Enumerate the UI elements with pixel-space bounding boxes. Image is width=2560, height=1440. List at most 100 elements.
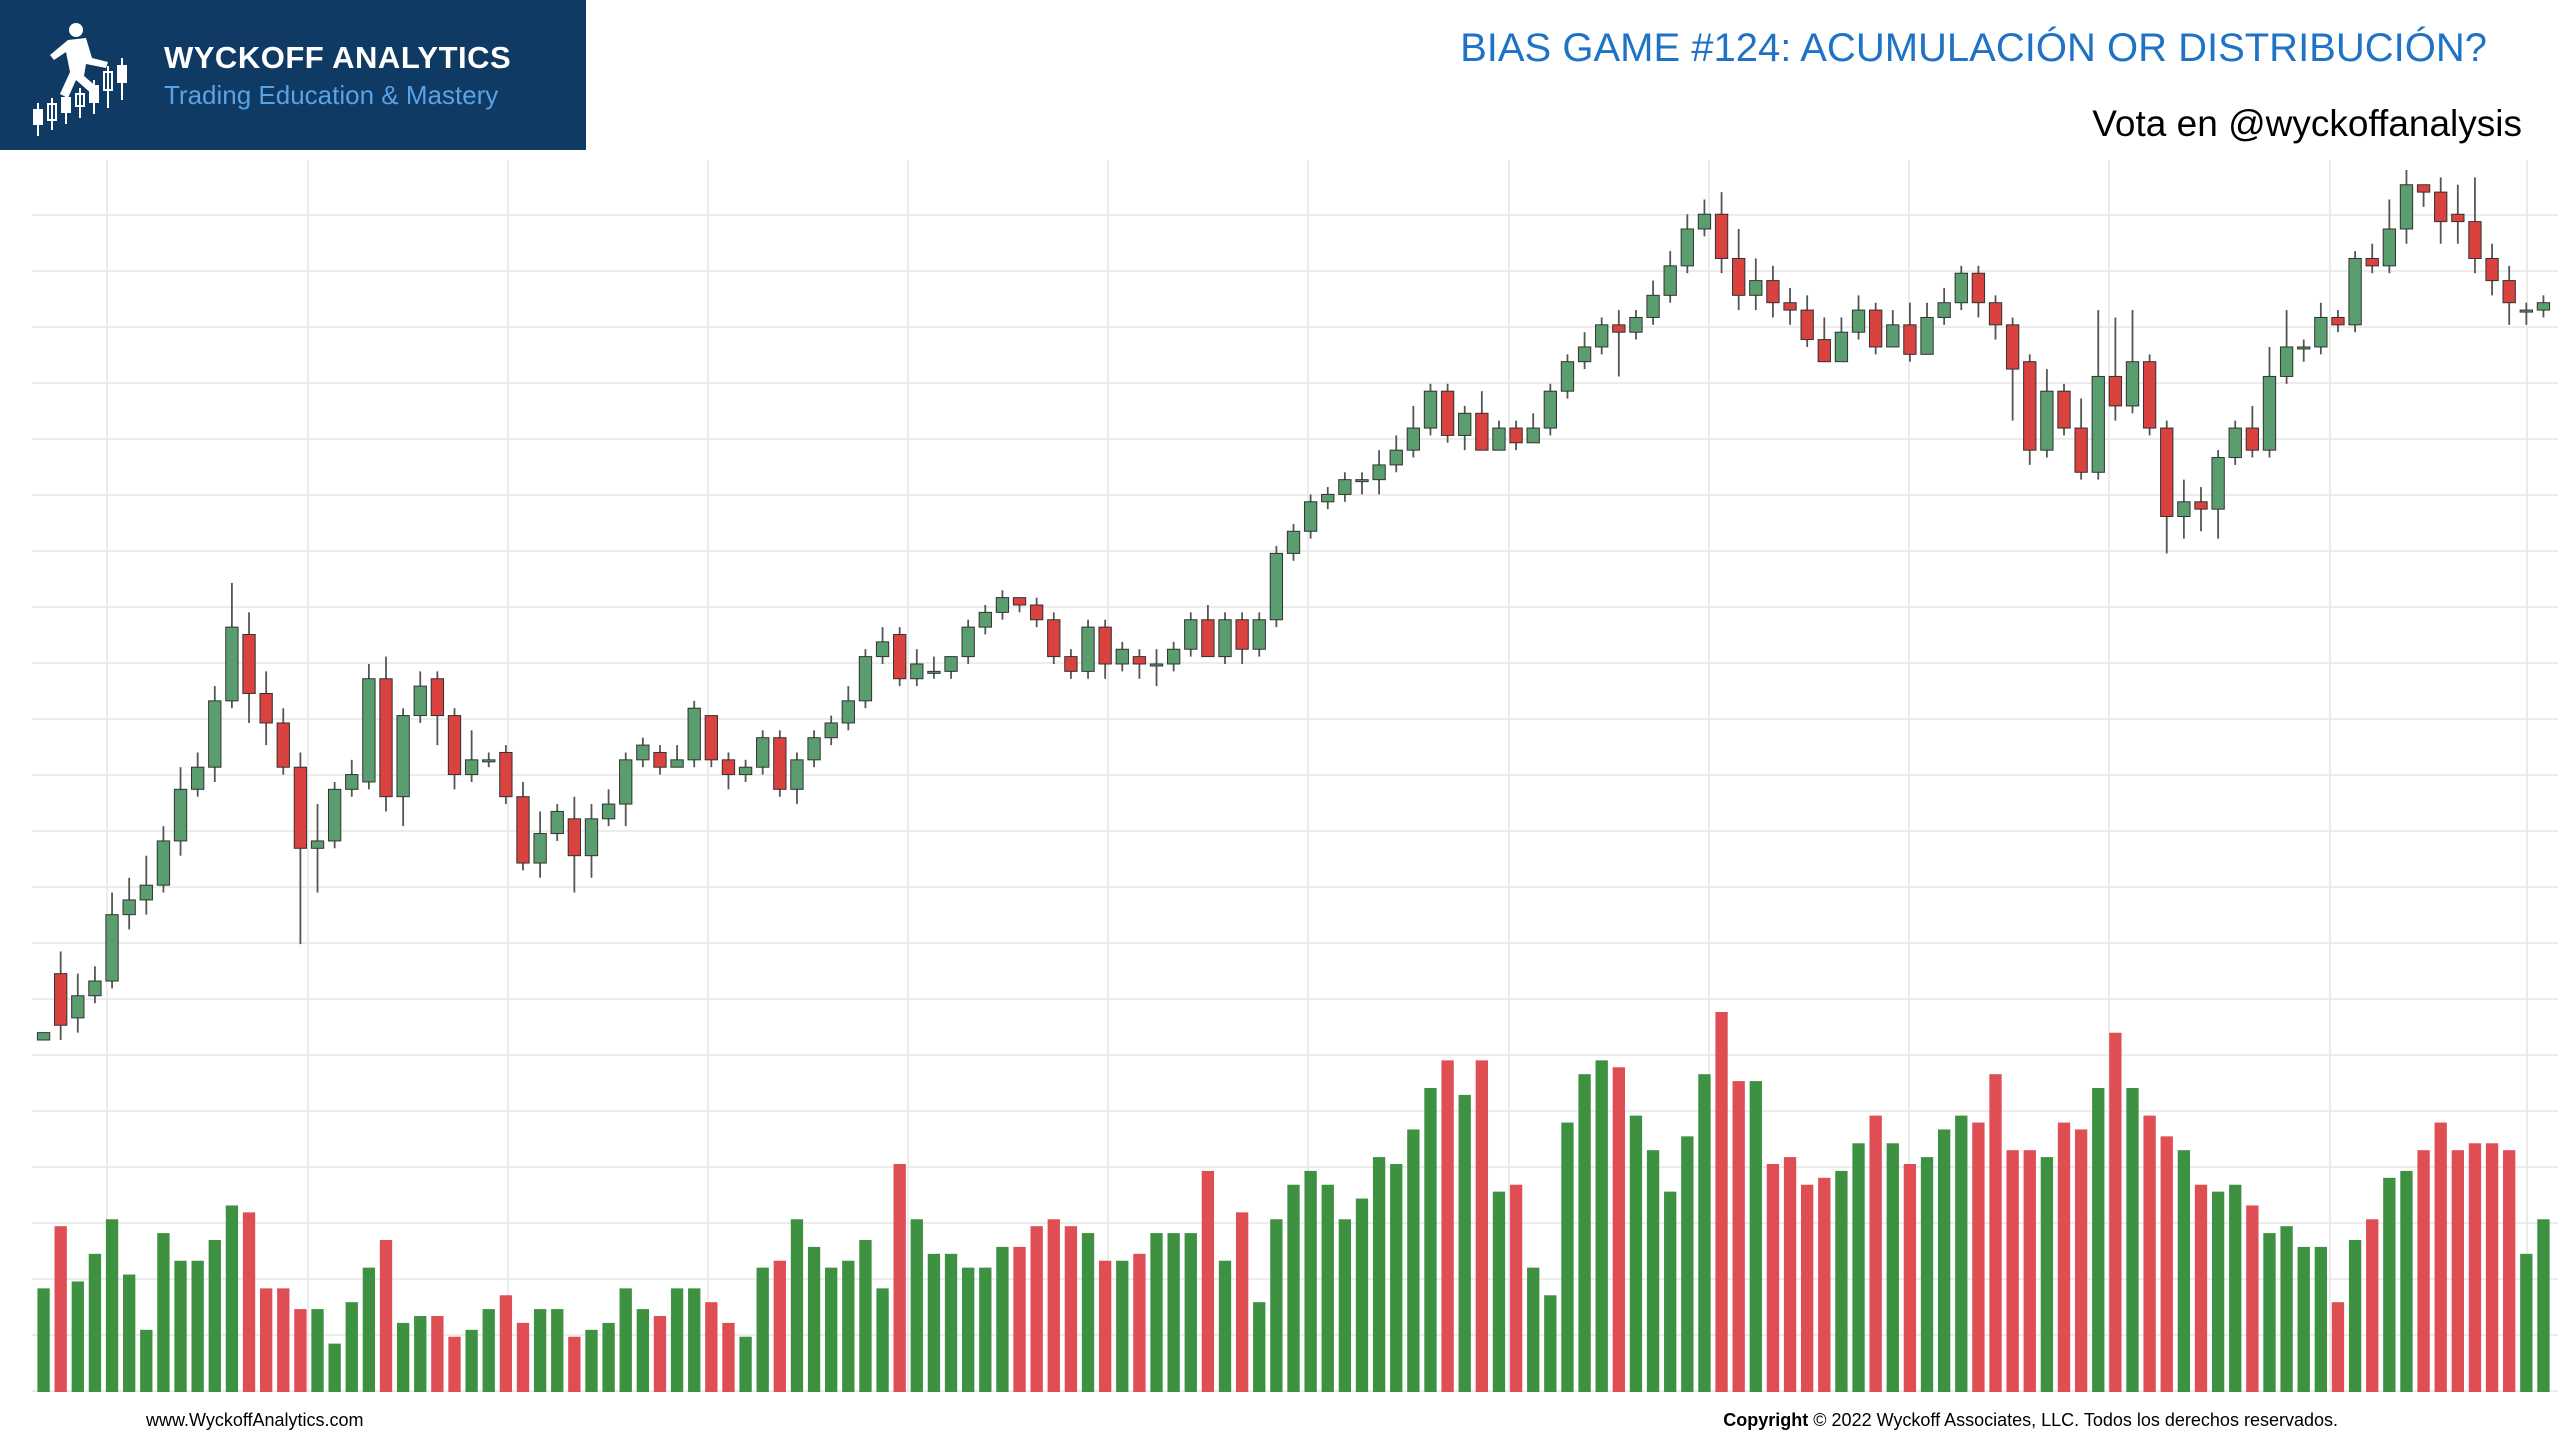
candle-body — [1954, 272, 1968, 304]
volume-bar — [2057, 1122, 2071, 1392]
volume-bar — [431, 1316, 444, 1392]
candle-body — [482, 759, 496, 763]
candle — [2074, 398, 2088, 480]
candle — [1851, 295, 1866, 340]
candle — [259, 671, 273, 746]
candle — [1783, 287, 1797, 325]
candle-body — [1714, 213, 1729, 259]
candle — [1560, 354, 1575, 399]
candle — [2177, 479, 2191, 539]
candle-body — [2160, 427, 2174, 518]
candle-body — [2451, 213, 2465, 223]
candle — [2245, 405, 2260, 458]
volume-bar — [893, 1164, 906, 1392]
volume-bar — [962, 1267, 975, 1392]
volume-bar — [1646, 1150, 1660, 1392]
candle-body — [1047, 619, 1061, 658]
volume-bar — [1937, 1129, 1951, 1392]
volume-bar — [790, 1219, 804, 1392]
volume-bar — [259, 1288, 273, 1392]
volume-bar — [1578, 1074, 1591, 1392]
candle — [1047, 612, 1061, 664]
candle — [2536, 295, 2551, 318]
candle — [208, 686, 222, 782]
candle-body — [2382, 228, 2397, 267]
candle-body — [464, 759, 479, 776]
volume-bar — [37, 1288, 50, 1392]
candle-body — [1595, 324, 1609, 348]
volume-bar — [2092, 1088, 2105, 1392]
candle-body — [1543, 390, 1558, 429]
candle-body — [396, 715, 410, 798]
candle-body — [1886, 324, 1900, 348]
volume-bar — [1852, 1143, 1865, 1392]
candle-body — [1338, 479, 1352, 495]
volume-bar — [1407, 1129, 1420, 1392]
volume-bar — [1801, 1184, 1814, 1392]
candle — [1492, 420, 1506, 451]
candle-body — [1766, 280, 1780, 304]
candle — [396, 708, 410, 827]
candle-body — [2279, 346, 2294, 377]
volume-bar — [1783, 1157, 1797, 1392]
candle-body — [601, 803, 616, 820]
website-link[interactable]: www.WyckoffAnalytics.com — [146, 1410, 364, 1430]
candle-body — [1321, 493, 1335, 503]
volume-bar — [1972, 1122, 1985, 1392]
price-volume-chart — [32, 160, 2558, 1392]
candle — [1937, 287, 1951, 325]
volume-bar — [1766, 1164, 1780, 1392]
candle-body — [1783, 302, 1797, 311]
candle — [2160, 420, 2174, 554]
volume-bar — [1218, 1260, 1232, 1392]
chart-title: BIAS GAME #124: ACUMULACIÓN OR DISTRIBUC… — [1460, 26, 2487, 70]
volume-bar — [688, 1288, 701, 1392]
candle-body — [927, 670, 941, 674]
volume-bar — [2348, 1240, 2362, 1392]
candle-body — [1235, 619, 1249, 650]
volume-bar — [1287, 1184, 1300, 1392]
volume-bar — [1304, 1170, 1317, 1392]
candle — [276, 708, 290, 775]
candle-body — [1646, 294, 1660, 318]
volume-bar — [2537, 1219, 2550, 1392]
candle-body — [447, 715, 462, 776]
candle — [345, 759, 359, 797]
candle — [2519, 302, 2533, 325]
volume-bar — [2280, 1226, 2293, 1392]
volume-bar — [1253, 1302, 1266, 1392]
candle — [2297, 339, 2311, 362]
candle — [1012, 597, 1027, 613]
candle-body — [327, 788, 342, 842]
volume-bar — [1235, 1212, 1249, 1392]
volume-bar — [2263, 1233, 2276, 1392]
volume-bar — [1184, 1233, 1197, 1392]
volume-bar — [944, 1253, 958, 1392]
volume-bar — [1355, 1198, 1369, 1392]
copyright-label: Copyright — [1723, 1410, 1809, 1430]
candle-body — [756, 737, 770, 768]
candle — [2348, 251, 2362, 333]
volume-bar — [105, 1219, 119, 1392]
candle — [2451, 184, 2465, 244]
volume-bar — [1030, 1226, 1043, 1392]
candle — [2125, 310, 2140, 414]
candle — [995, 590, 1010, 620]
candle-body — [2297, 346, 2311, 350]
candle — [1903, 302, 1917, 362]
volume-bar — [1835, 1170, 1848, 1392]
volume-bar — [910, 1219, 923, 1392]
candle — [738, 759, 753, 782]
volume-bar — [756, 1267, 769, 1392]
candle-body — [2365, 257, 2379, 267]
candle — [978, 605, 992, 635]
candle-body — [1184, 619, 1198, 650]
volume-bar — [277, 1288, 290, 1392]
candle — [1680, 214, 1694, 274]
brand-logo: WYCKOFF ANALYTICS Trading Education & Ma… — [0, 0, 586, 150]
volume-bar — [311, 1309, 324, 1392]
candle-body — [1372, 464, 1386, 481]
volume-bar — [2160, 1136, 2173, 1392]
candle — [550, 804, 564, 841]
candle-body — [1817, 339, 1831, 363]
